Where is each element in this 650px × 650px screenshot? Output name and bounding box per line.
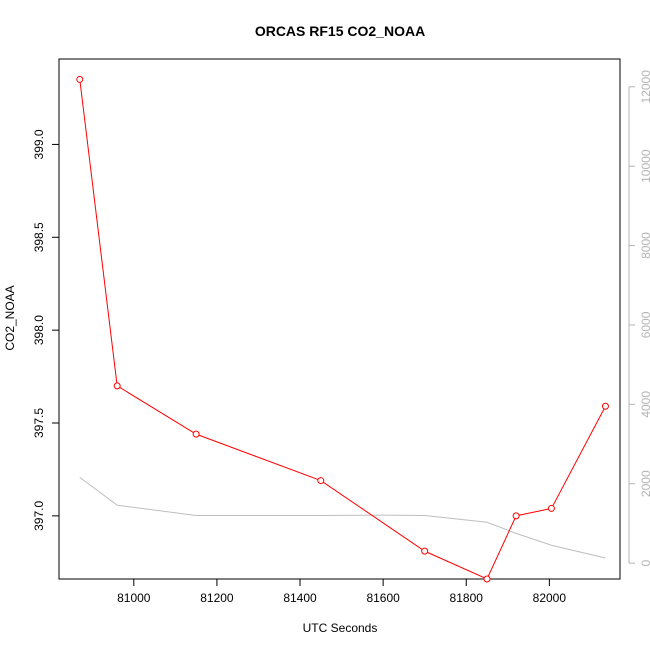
series-primary-point [113, 382, 121, 390]
y2-tick-label: 8000 [639, 232, 650, 259]
x-tick-label: 81400 [283, 591, 317, 605]
chart-title: ORCAS RF15 CO2_NOAA [255, 23, 425, 39]
series-primary-point [483, 575, 491, 583]
series-primary-point [317, 477, 325, 485]
y2-tick-label: 2000 [639, 470, 650, 497]
y2-tick-label: 10000 [639, 149, 650, 183]
x-tick-label: 81200 [200, 591, 234, 605]
y-tick-label: 398.5 [32, 222, 46, 252]
x-tick-label: 81800 [450, 591, 484, 605]
y2-tick-label: 12000 [639, 70, 650, 104]
x-tick-label: 82000 [533, 591, 567, 605]
x-axis-label: UTC Seconds [303, 621, 378, 635]
y-tick-label: 397.5 [32, 408, 46, 438]
series-primary-point [601, 402, 609, 410]
y-tick-label: 398.0 [32, 315, 46, 345]
series-primary-point [547, 504, 555, 512]
y-tick-label: 399.0 [32, 129, 46, 159]
series-primary-point [421, 547, 429, 555]
plot-frame [58, 58, 621, 580]
series-secondary-line [79, 476, 606, 559]
y-axis-label: CO2_NOAA [3, 285, 17, 350]
y2-tick-label: 6000 [639, 311, 650, 338]
y-tick-label: 397.0 [32, 501, 46, 531]
x-tick-label: 81600 [366, 591, 400, 605]
plot-area: 81000 81200 81400 81600 81800 82000 397.0 397.5… [32, 58, 650, 605]
x-tick-label: 81000 [117, 591, 151, 605]
series-primary-point [76, 75, 84, 83]
series-primary-point [512, 512, 520, 520]
series-primary-point [192, 430, 200, 438]
y2-tick-label: 0 [639, 559, 650, 566]
y2-tick-label: 4000 [639, 391, 650, 418]
